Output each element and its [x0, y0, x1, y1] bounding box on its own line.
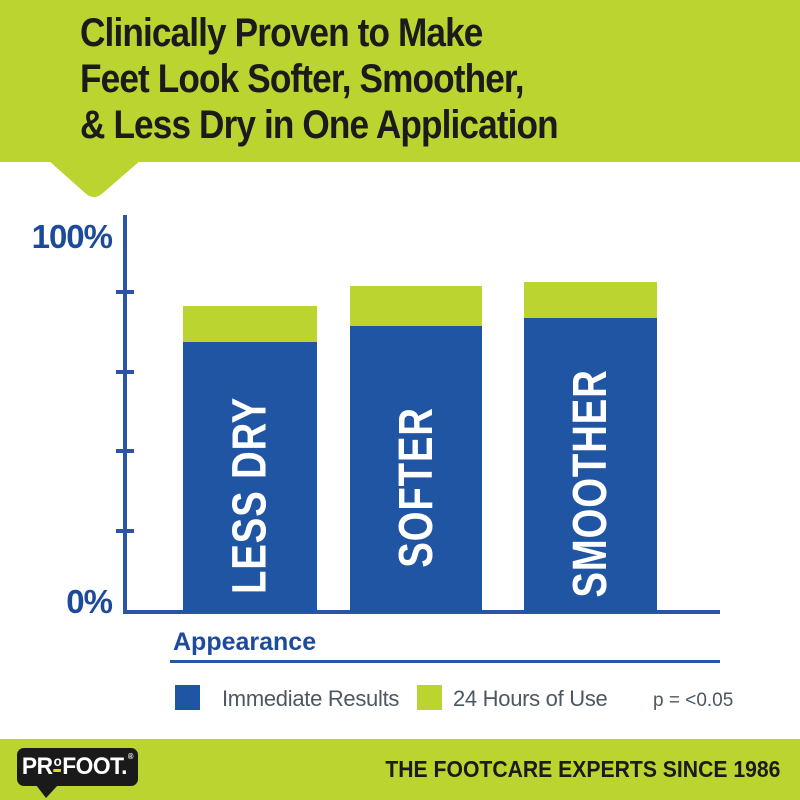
bar-softer: SOFTER — [350, 286, 482, 612]
logo-tail-icon — [36, 785, 58, 798]
bar-chart: LESS DRY SOFTER SMOOTHER — [0, 215, 800, 614]
x-axis-label: Appearance — [173, 628, 317, 656]
y-axis-label-0: 0% — [66, 583, 113, 620]
bar-label: SMOOTHER — [564, 368, 617, 598]
profoot-logo: PR o FOOT. ® — [17, 748, 138, 786]
bar-label: SOFTER — [389, 406, 443, 568]
y-tick-60 — [116, 369, 134, 374]
y-tick-20 — [116, 528, 134, 533]
header-title-line-3: & Less Dry in One Application — [80, 103, 559, 147]
header-title-line-2: Feet Look Softer, Smoother, — [80, 57, 525, 101]
footer-tagline: THE FOOTCARE EXPERTS SINCE 1986 — [384, 756, 780, 782]
header-title: Clinically Proven to Make Feet Look Soft… — [80, 10, 559, 148]
x-axis-line — [123, 610, 720, 614]
legend: Immediate Results 24 Hours of Use p = <0… — [0, 683, 800, 715]
bar-immediate-segment: LESS DRY — [183, 342, 317, 612]
p-value-annotation: p = <0.05 — [653, 690, 734, 711]
legend-swatch-24-hours — [417, 685, 442, 710]
legend-label-24-hours: 24 Hours of Use — [453, 686, 608, 711]
header-title-line-1: Clinically Proven to Make — [80, 11, 483, 55]
header-banner: Clinically Proven to Make Feet Look Soft… — [0, 0, 800, 162]
y-axis-line — [123, 215, 127, 612]
y-axis-label-100: 100% — [31, 218, 113, 255]
bar-smoother: SMOOTHER — [524, 282, 657, 612]
logo-raised-o: o — [53, 754, 62, 772]
y-tick-40 — [116, 449, 134, 454]
bar-label: LESS DRY — [223, 396, 277, 594]
bar-immediate-segment: SMOOTHER — [524, 318, 657, 612]
x-axis-underline — [170, 660, 720, 663]
registered-mark-icon: ® — [127, 752, 134, 761]
bar-immediate-segment: SOFTER — [350, 326, 482, 612]
footer-bar: PR o FOOT. ® THE FOOTCARE EXPERTS SINCE 198… — [0, 739, 800, 800]
bar-less-dry: LESS DRY — [183, 306, 317, 612]
legend-label-immediate-results: Immediate Results — [222, 686, 400, 711]
legend-swatch-immediate-results — [175, 685, 200, 710]
profoot-logo-text: PR o FOOT. ® — [21, 752, 134, 781]
y-tick-80 — [116, 290, 134, 295]
speech-bubble-tail-icon — [48, 160, 141, 197]
